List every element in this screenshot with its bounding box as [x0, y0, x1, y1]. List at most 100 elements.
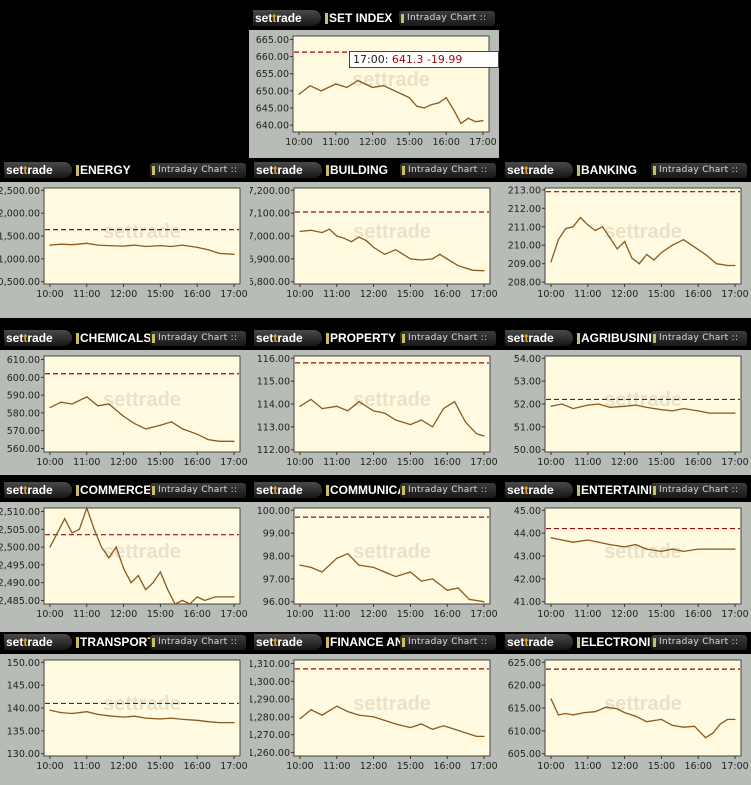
data-point — [453, 728, 456, 730]
plot-area — [293, 507, 491, 605]
data-point — [646, 548, 648, 550]
panel-header: settrade ELECTRONIC Intraday Chart :: — [501, 632, 751, 654]
y-tick-label: 11,000.00 — [0, 254, 40, 265]
intraday-chart-button[interactable]: Intraday Chart :: — [651, 331, 747, 346]
y-tick-label: 655.00 — [256, 69, 289, 80]
y-tick-label: 640.00 — [256, 121, 289, 132]
panel-header: settrade PROPERTY Intraday Chart :: — [250, 328, 500, 350]
logo-text: rade — [277, 635, 303, 649]
data-point — [465, 267, 467, 269]
panel-header: settrade CHEMICALS Intraday Chart :: — [0, 328, 250, 350]
watermark: settrade — [604, 541, 682, 563]
data-point — [328, 228, 331, 230]
intraday-chart-button[interactable]: Intraday Chart :: — [400, 331, 496, 346]
settrade-logo: settrade — [254, 330, 322, 346]
logo-text: set — [6, 483, 24, 497]
data-point — [196, 433, 198, 435]
x-tick-label: 11:00 — [73, 609, 100, 620]
logo-text: set — [256, 163, 274, 177]
chart-svg-commerce: settrade 2,510.00 2,505.00 2,500.00 2,495.00… — [0, 506, 248, 620]
settrade-logo: settrade — [505, 162, 573, 178]
data-point — [299, 405, 301, 407]
data-point — [727, 718, 729, 721]
logo-text: set — [507, 635, 525, 649]
data-point — [671, 548, 674, 550]
data-point — [310, 229, 312, 231]
intraday-chart-button[interactable]: Intraday Chart :: — [651, 163, 747, 178]
x-tick-label: 12:00 — [359, 137, 386, 148]
x-tick-label: 12:00 — [360, 289, 387, 300]
data-point — [336, 557, 338, 559]
y-tick-label: 97.00 — [263, 574, 290, 585]
data-point — [203, 599, 206, 602]
x-tick-label: 16:00 — [184, 457, 211, 468]
x-tick-label: 17:00 — [470, 457, 497, 468]
x-tick-label: 17:00 — [470, 609, 497, 620]
data-point — [336, 235, 338, 237]
x-tick-label: 15:00 — [147, 761, 174, 772]
intraday-chart-button[interactable]: Intraday Chart :: — [150, 483, 246, 498]
data-point — [207, 721, 209, 723]
data-point — [605, 706, 607, 708]
intraday-chart-button[interactable]: Intraday Chart :: — [150, 635, 246, 650]
tooltip-time: 17:00: — [353, 53, 392, 66]
data-point — [638, 263, 640, 265]
settrade-logo: settrade — [4, 482, 72, 498]
data-point — [97, 713, 99, 715]
logo-text: set — [6, 635, 24, 649]
y-tick-label: 1,280.00 — [250, 712, 290, 723]
y-tick-label: 209.00 — [508, 259, 541, 270]
data-point — [170, 245, 173, 248]
watermark: settrade — [353, 693, 431, 715]
data-point — [704, 737, 707, 739]
data-point — [565, 228, 567, 230]
data-point — [310, 709, 312, 711]
data-point — [181, 428, 184, 430]
data-point — [561, 539, 563, 541]
data-point — [383, 85, 385, 87]
series-line — [550, 537, 735, 553]
data-point — [174, 603, 176, 605]
data-point — [420, 259, 423, 261]
chart-title: AGRIBUSINESS — [581, 331, 673, 345]
data-point — [416, 105, 418, 107]
logo-text: set — [507, 163, 525, 177]
intraday-chart-button[interactable]: Intraday Chart :: — [150, 163, 246, 178]
data-point — [233, 722, 235, 724]
intraday-chart-button[interactable]: Intraday Chart :: — [400, 483, 496, 498]
data-point — [167, 589, 169, 591]
intraday-chart-button[interactable]: Intraday Chart :: — [651, 483, 747, 498]
x-tick-label: 12:00 — [110, 761, 137, 772]
logo-text: rade — [528, 331, 554, 345]
logo-text: set — [256, 331, 274, 345]
y-tick-label: 115.00 — [257, 377, 290, 388]
data-point — [646, 406, 648, 409]
series-line — [49, 242, 235, 255]
logo-text: rade — [528, 635, 554, 649]
intraday-chart-button[interactable]: Intraday Chart :: — [651, 635, 747, 650]
data-point — [550, 698, 552, 700]
y-tick-label: 44.00 — [514, 529, 541, 540]
data-point — [347, 553, 349, 555]
y-tick-label: 140.00 — [7, 704, 40, 715]
data-point — [71, 532, 73, 534]
data-point — [609, 406, 611, 409]
settrade-logo: settrade — [253, 10, 321, 26]
intraday-chart-button[interactable]: Intraday Chart :: — [150, 331, 246, 346]
data-point — [218, 252, 220, 254]
x-tick-label: 15:00 — [147, 457, 174, 468]
intraday-chart-button[interactable]: Intraday Chart :: — [400, 163, 496, 178]
data-point — [299, 718, 301, 720]
data-point — [660, 409, 662, 411]
data-point — [671, 244, 674, 246]
row-separator — [0, 625, 751, 632]
intraday-chart-button[interactable]: Intraday Chart :: — [399, 11, 495, 26]
data-point — [624, 546, 626, 548]
data-point — [482, 120, 484, 122]
intraday-chart-button[interactable]: Intraday Chart :: — [400, 635, 496, 650]
chart-svg-transportation: settrade150.00145.00140.00135.00130.0010… — [7, 658, 248, 772]
x-tick-label: 10:00 — [286, 289, 313, 300]
